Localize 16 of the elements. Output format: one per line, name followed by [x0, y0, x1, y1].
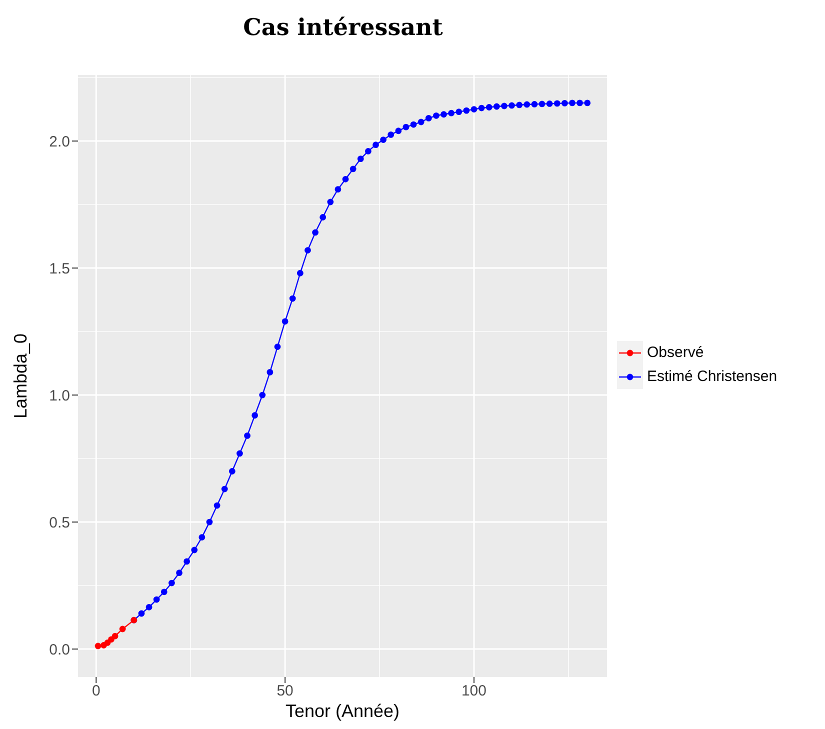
- chart-title: Cas intéressant: [242, 14, 444, 41]
- x-axis-title: Tenor (Année): [285, 701, 400, 721]
- legend-label: Observé: [647, 344, 704, 361]
- point: [94, 642, 102, 650]
- point: [119, 626, 126, 632]
- x-tick-label: 0: [92, 682, 100, 700]
- y-tick-label: 1.5: [49, 260, 70, 278]
- y-tick-label: 1.0: [49, 387, 70, 404]
- y-tick-label: 0.5: [49, 514, 70, 532]
- y-tick-label: 0.0: [49, 641, 70, 658]
- y-tick-label: 2.0: [49, 133, 70, 150]
- y-axis-title: Lambda_0: [10, 333, 30, 419]
- point: [112, 632, 118, 640]
- x-tick-label: 50: [276, 682, 294, 700]
- x-tick-label: 100: [461, 682, 487, 700]
- legend-label: Estimé Christensen: [647, 368, 778, 385]
